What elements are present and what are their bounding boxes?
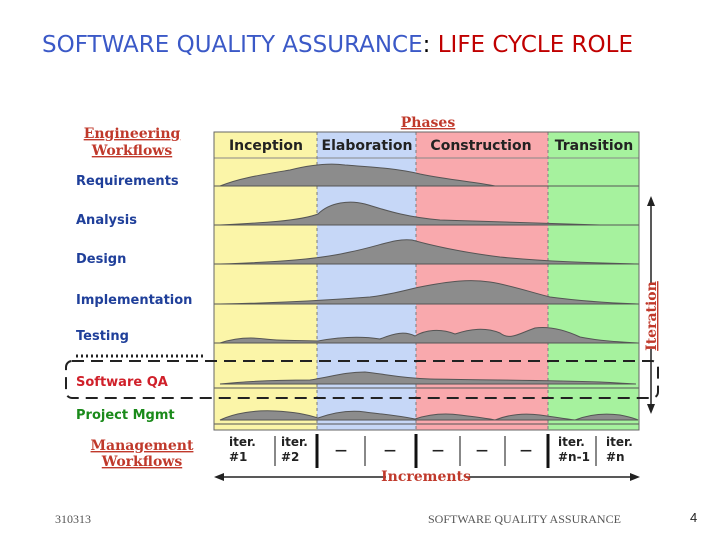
increments-axis-arrowhead-left (214, 473, 224, 481)
title-part1: SOFTWARE QUALITY ASSURANCE (42, 32, 423, 58)
phase-label-construction: Construction (430, 138, 531, 154)
iteration-label-n-line1: iter. (606, 435, 633, 449)
engineering-workflows-heading-line2: Workflows (91, 143, 173, 159)
footer-title: SOFTWARE QUALITY ASSURANCE (428, 512, 621, 526)
phases-title: Phases (401, 115, 456, 131)
engineering-workflows-heading-line1: Engineering (84, 126, 181, 142)
diagram-frame (213, 131, 640, 431)
increments-axis-label: Increments (381, 469, 471, 485)
workflow-label-analysis: Analysis (76, 213, 137, 228)
iteration-axis-label-bg (641, 283, 661, 349)
workflow-effort-curves (219, 163, 639, 421)
software-qa-highlight-box (65, 360, 659, 399)
management-workflows-heading-line1: Management (91, 438, 194, 454)
workflow-label-design: Design (76, 252, 126, 267)
iteration-axis-arrowhead-bottom (647, 404, 655, 414)
effort-curve-design (219, 239, 639, 265)
workflow-label-implementation: Implementation (76, 293, 192, 308)
workflow-label-software-qa: Software QA (76, 375, 168, 390)
slide-title: SOFTWARE QUALITY ASSURANCE: LIFE CYCLE R… (42, 30, 682, 60)
phase-band-transition (548, 132, 639, 430)
management-workflows-heading-line2: Workflows (101, 454, 183, 470)
iteration-label-n-line2: #n (606, 450, 625, 464)
effort-curve-requirements (219, 163, 496, 187)
workflow-label-project-mgmt: Project Mgmt (76, 408, 175, 423)
phase-label-transition: Transition (555, 138, 634, 154)
iteration-axis-arrowhead-top (647, 196, 655, 206)
iteration-axis-label: Iteration (644, 281, 660, 351)
phase-label-elaboration: Elaboration (322, 138, 413, 154)
effort-curve-analysis (219, 201, 601, 226)
title-separator: : (422, 32, 431, 58)
workflow-label-requirements: Requirements (76, 174, 179, 189)
iteration-label-n-1-line2: #n-1 (558, 450, 590, 464)
effort-curve-testing (219, 327, 639, 344)
iteration-dash: — (384, 443, 396, 457)
effort-curve-software-qa (219, 371, 637, 385)
iteration-dash: — (476, 443, 488, 457)
iteration-label-2-line1: iter. (281, 435, 308, 449)
workflow-label-testing: Testing (76, 329, 129, 344)
iteration-dash: — (432, 443, 444, 457)
iteration-dash: — (520, 443, 532, 457)
iteration-dash: — (335, 443, 347, 457)
iteration-label-1-line1: iter. (229, 435, 256, 449)
iteration-label-n-1-line1: iter. (558, 435, 585, 449)
phase-label-inception: Inception (229, 138, 303, 154)
increments-label-bg (386, 469, 466, 484)
iteration-label-2-line2: #2 (281, 450, 299, 464)
title-part2: LIFE CYCLE ROLE (437, 32, 633, 58)
iteration-separators (274, 434, 597, 468)
effort-curve-project-mgmt (219, 410, 639, 421)
page-number: 4 (690, 510, 698, 525)
effort-curve-implementation (219, 280, 639, 305)
iteration-label-1-line2: #1 (229, 450, 247, 464)
footer-course-code: 310313 (55, 512, 91, 526)
increments-axis-arrowhead-right (630, 473, 640, 481)
